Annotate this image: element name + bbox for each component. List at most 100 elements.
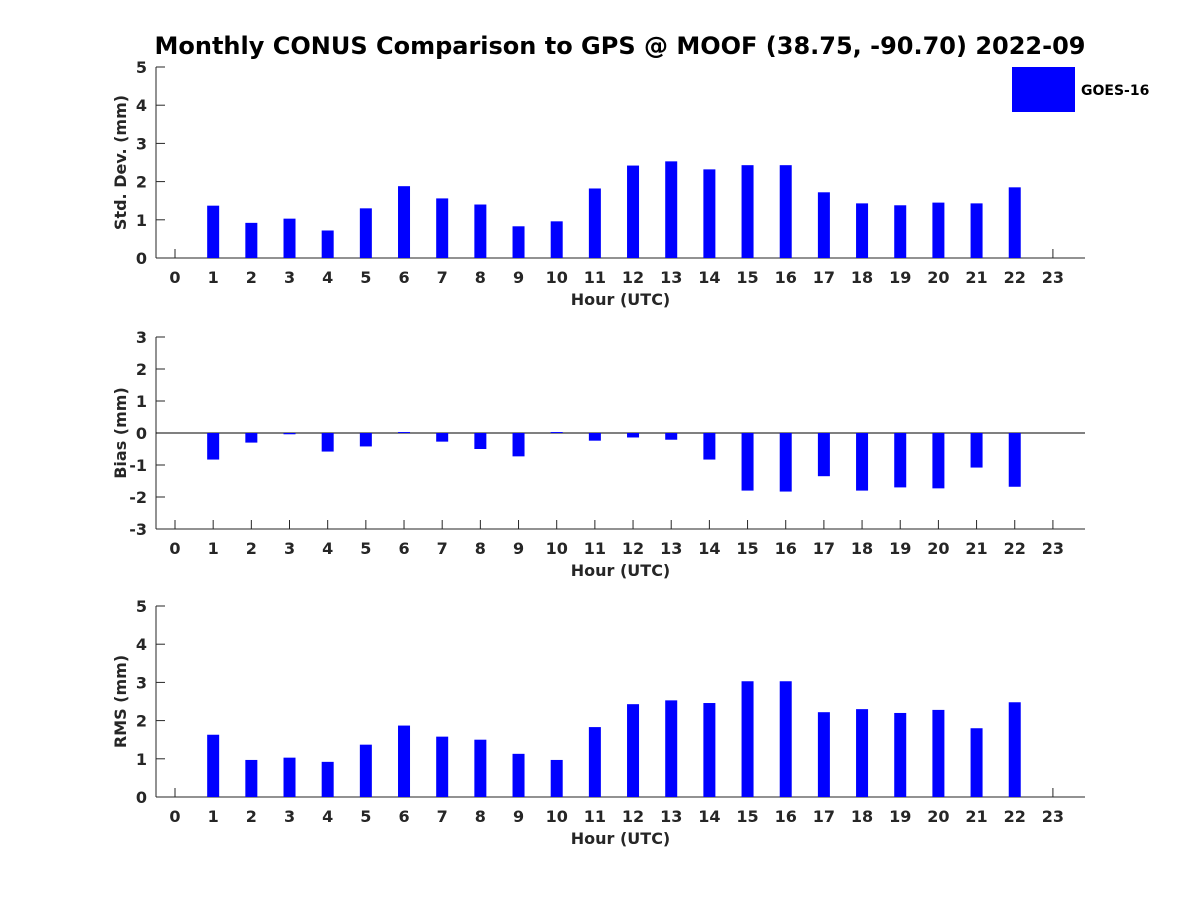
legend-swatch (1012, 67, 1075, 112)
x-tick-label: 17 (813, 807, 835, 826)
x-tick-label: 16 (775, 807, 797, 826)
bar-rms-hour-8 (474, 739, 487, 797)
bar-rms-hour-20 (932, 709, 945, 797)
x-tick-label: 6 (398, 807, 409, 826)
bar-bias-hour-8 (474, 433, 487, 449)
y-tick-label: 2 (136, 712, 147, 731)
bar-std-hour-1 (207, 205, 220, 258)
bar-rms-hour-15 (741, 681, 754, 797)
y-tick-label: 4 (136, 96, 147, 115)
bar-std-hour-16 (779, 165, 792, 258)
x-tick-label: 1 (208, 539, 219, 558)
x-tick-label: 18 (851, 539, 873, 558)
y-tick-label: 1 (136, 750, 147, 769)
x-tick-label: 23 (1042, 268, 1064, 287)
bar-rms-hour-19 (894, 712, 907, 797)
x-tick-label: 13 (660, 539, 682, 558)
x-tick-label: 4 (322, 539, 333, 558)
x-tick-label: 10 (546, 539, 568, 558)
x-tick-label: 7 (437, 268, 448, 287)
bar-std-hour-22 (1008, 187, 1021, 258)
bar-bias-hour-16 (779, 433, 792, 492)
y-tick-label: 0 (136, 249, 147, 268)
y-tick-label: 3 (136, 134, 147, 153)
bar-std-hour-17 (817, 192, 830, 258)
bar-std-hour-3 (283, 218, 296, 258)
x-tick-label: 12 (622, 268, 644, 287)
bar-rms-hour-13 (665, 700, 678, 797)
x-tick-label: 5 (360, 539, 371, 558)
bar-rms-hour-1 (207, 734, 220, 797)
x-tick-label: 21 (965, 539, 987, 558)
bar-rms-hour-4 (321, 761, 334, 797)
x-tick-label: 13 (660, 268, 682, 287)
x-tick-label: 21 (965, 268, 987, 287)
x-tick-label: 20 (927, 807, 949, 826)
bar-bias-hour-10 (550, 432, 563, 434)
x-tick-label: 19 (889, 807, 911, 826)
bar-bias-hour-19 (894, 433, 907, 488)
y-tick-label: 0 (136, 788, 147, 807)
x-tick-label: 1 (208, 268, 219, 287)
y-axis-label: Std. Dev. (mm) (111, 95, 130, 230)
x-tick-label: 14 (698, 807, 720, 826)
bar-std-hour-20 (932, 202, 945, 258)
bar-bias-hour-14 (703, 433, 716, 460)
bar-std-hour-2 (245, 222, 258, 258)
x-tick-label: 4 (322, 268, 333, 287)
bar-bias-hour-18 (856, 433, 869, 491)
bar-bias-hour-9 (512, 433, 525, 457)
x-tick-label: 15 (736, 268, 758, 287)
x-tick-label: 3 (284, 539, 295, 558)
x-tick-label: 9 (513, 807, 524, 826)
x-axis-label: Hour (UTC) (571, 829, 671, 848)
x-tick-label: 20 (927, 268, 949, 287)
bar-rms-hour-9 (512, 753, 525, 797)
bar-rms-hour-14 (703, 703, 716, 797)
bar-std-hour-6 (398, 186, 411, 258)
x-tick-label: 0 (169, 268, 180, 287)
x-axis-label: Hour (UTC) (571, 290, 671, 309)
x-tick-label: 8 (475, 539, 486, 558)
bar-std-hour-7 (436, 198, 449, 258)
x-tick-label: 14 (698, 539, 720, 558)
x-tick-label: 7 (437, 807, 448, 826)
x-tick-label: 12 (622, 539, 644, 558)
bar-bias-hour-13 (665, 433, 678, 440)
y-tick-label: 5 (136, 597, 147, 616)
x-tick-label: 21 (965, 807, 987, 826)
x-tick-label: 15 (736, 807, 758, 826)
bar-bias-hour-6 (398, 432, 411, 434)
y-tick-label: 3 (136, 673, 147, 692)
x-tick-label: 17 (813, 539, 835, 558)
x-tick-label: 15 (736, 539, 758, 558)
bar-std-hour-9 (512, 226, 525, 258)
bar-std-hour-5 (359, 208, 372, 258)
x-tick-label: 10 (546, 807, 568, 826)
bar-rms-hour-7 (436, 736, 449, 797)
x-tick-label: 8 (475, 807, 486, 826)
x-tick-label: 16 (775, 539, 797, 558)
y-tick-label: 2 (136, 360, 147, 379)
bar-bias-hour-12 (627, 433, 640, 438)
bar-bias-hour-1 (207, 433, 220, 460)
x-tick-label: 3 (284, 268, 295, 287)
x-tick-label: 17 (813, 268, 835, 287)
bar-rms-hour-21 (970, 728, 983, 797)
bar-bias-hour-7 (436, 433, 449, 442)
bar-rms-hour-10 (550, 759, 563, 797)
bar-bias-hour-22 (1008, 433, 1021, 487)
bar-rms-hour-2 (245, 759, 258, 797)
bar-std-hour-11 (588, 188, 601, 258)
x-tick-label: 3 (284, 807, 295, 826)
legend-label: GOES-16 (1081, 83, 1149, 99)
x-tick-label: 20 (927, 539, 949, 558)
x-tick-label: 2 (246, 539, 257, 558)
x-tick-label: 5 (360, 268, 371, 287)
x-tick-label: 18 (851, 268, 873, 287)
bar-bias-hour-17 (817, 433, 830, 477)
x-tick-label: 5 (360, 807, 371, 826)
